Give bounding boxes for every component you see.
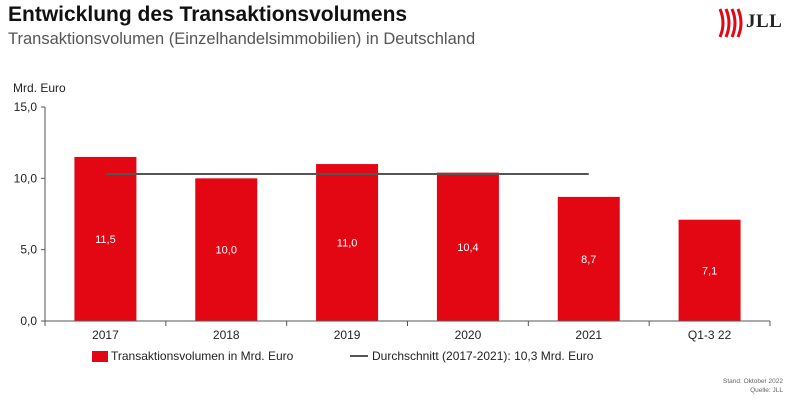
y-tick-label-3: 15,0	[14, 100, 38, 114]
y-tick-label-2: 10,0	[14, 171, 38, 185]
bar-2	[316, 164, 379, 321]
legend: Transaktionsvolumen in Mrd. Euro Durchsc…	[0, 349, 800, 365]
footer-note: Stand: Oktober 2022 Quelle: JLL	[723, 377, 783, 395]
legend-item-volume: Transaktionsvolumen in Mrd. Euro	[92, 349, 293, 363]
y-tick-label-1: 5,0	[20, 243, 37, 257]
x-tick-label-4: 2021	[575, 328, 602, 342]
x-tick-label-2: 2019	[334, 328, 361, 342]
chart-subtitle: Transaktionsvolumen (Einzelhandelsimmobi…	[8, 30, 476, 48]
legend-swatch-volume	[92, 350, 108, 362]
bar-value-label-4: 8,7	[581, 254, 596, 266]
bar-1	[195, 178, 258, 321]
bar-0	[74, 156, 137, 321]
footer-source: Quelle: JLL	[750, 387, 783, 394]
bar-3	[436, 172, 499, 321]
legend-label-volume: Transaktionsvolumen in Mrd. Euro	[111, 349, 294, 363]
x-tick-label-0: 2017	[92, 328, 119, 342]
bar-5	[678, 219, 741, 321]
y-axis-unit-label: Mrd. Euro	[13, 81, 66, 95]
jll-logo-mark-icon	[718, 8, 743, 38]
bar-value-label-3: 10,4	[457, 242, 478, 254]
footer-stand: Stand: Oktober 2022	[723, 378, 783, 385]
bar-value-label-1: 10,0	[216, 245, 237, 257]
x-tick-label-1: 2018	[213, 328, 240, 342]
bar-value-label-2: 11,0	[337, 238, 358, 250]
x-tick-label-3: 2020	[455, 328, 482, 342]
y-tick-label-0: 0,0	[20, 314, 37, 328]
legend-line-average	[350, 355, 368, 357]
legend-item-average: Durchschnitt (2017-2021): 10,3 Mrd. Euro	[350, 349, 593, 363]
bar-value-label-5: 7,1	[702, 265, 717, 277]
legend-label-average: Durchschnitt (2017-2021): 10,3 Mrd. Euro	[372, 349, 594, 363]
x-tick-label-5: Q1-3 22	[688, 328, 732, 342]
bar-value-label-0: 11,5	[95, 234, 116, 246]
jll-logo-text: JLL	[746, 11, 783, 32]
bar-4	[557, 196, 620, 321]
jll-logo: JLL	[716, 6, 798, 40]
chart-title: Entwicklung des Transaktionsvolumens	[8, 3, 408, 26]
